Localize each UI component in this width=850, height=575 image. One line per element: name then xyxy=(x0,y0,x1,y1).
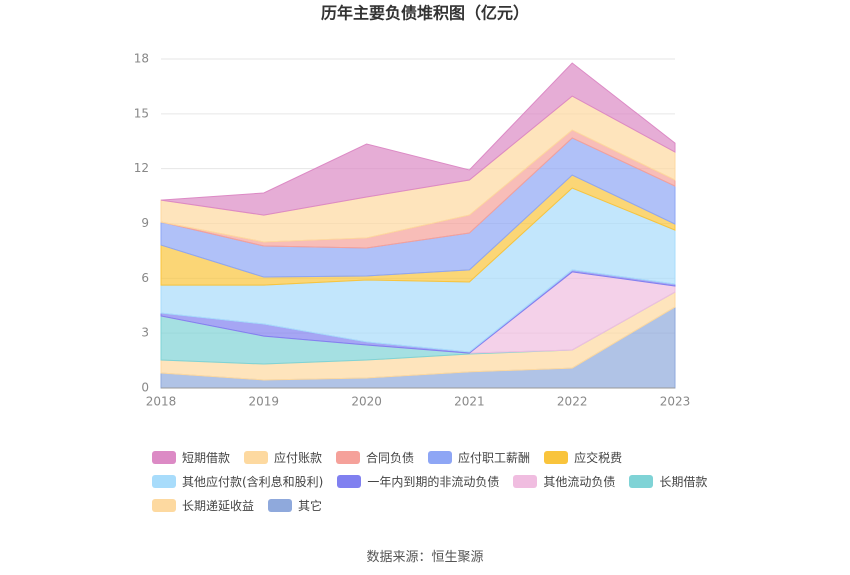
legend-label: 合同负债 xyxy=(366,450,415,465)
legend-label: 其他应付款(含利息和股利) xyxy=(182,474,324,489)
chart-title: 历年主要负债堆积图（亿元） xyxy=(321,4,529,23)
legend-label: 应交税费 xyxy=(574,450,623,465)
legend-label: 其它 xyxy=(298,498,323,513)
legend-swatch xyxy=(337,474,362,488)
y-tick-label: 12 xyxy=(134,161,149,175)
chart: 历年主要负债堆积图（亿元） 0 3 6 9 12 15 18 2018 2019 2020 2021… xyxy=(134,4,691,409)
y-tick-label: 0 xyxy=(141,381,149,395)
y-tick-label: 9 xyxy=(141,216,149,230)
legend-swatch xyxy=(428,450,453,464)
legend-label: 一年内到期的非流动负债 xyxy=(367,474,500,489)
legend-item[interactable]: 其他流动负债 xyxy=(513,472,615,490)
legend-swatch xyxy=(152,498,176,512)
legend-item[interactable]: 一年内到期的非流动负债 xyxy=(337,472,499,490)
x-tick-label: 2023 xyxy=(660,395,691,409)
legend-item[interactable]: 应交税费 xyxy=(544,448,622,466)
legend-label: 其他流动负债 xyxy=(543,474,616,489)
legend-item[interactable]: 长期递延收益 xyxy=(152,496,254,514)
legend-item[interactable]: 其它 xyxy=(268,496,322,514)
legend-swatch xyxy=(152,474,176,488)
legend-item[interactable]: 其他应付款(含利息和股利) xyxy=(152,472,323,490)
legend-swatch xyxy=(336,450,361,464)
y-tick-label: 18 xyxy=(134,52,149,66)
x-tick-label: 2019 xyxy=(249,395,280,409)
y-tick-label: 3 xyxy=(141,326,149,340)
x-tick-label: 2021 xyxy=(454,395,485,409)
legend-swatch xyxy=(244,450,269,464)
legend-item[interactable]: 应付账款 xyxy=(244,448,322,466)
x-tick-label: 2018 xyxy=(146,395,177,409)
x-tick-label: 2022 xyxy=(557,395,588,409)
legend-item[interactable]: 短期借款 xyxy=(152,448,230,466)
source: 数据来源：恒生聚源 xyxy=(366,550,484,565)
legend-swatch xyxy=(513,474,538,488)
legend-item[interactable]: 长期借款 xyxy=(629,472,707,490)
legend: 短期借款 应付账款 合同负债 应付职工薪酬 应交税费其他应付款(含利息和股利) 一年内到期… xyxy=(152,448,722,514)
x-tick-label: 2020 xyxy=(351,395,382,409)
legend-swatch xyxy=(268,498,293,512)
legend-label: 长期递延收益 xyxy=(182,498,255,513)
area xyxy=(160,62,676,216)
legend-swatch xyxy=(629,474,654,488)
legend-label: 应付账款 xyxy=(274,450,323,465)
legend-swatch xyxy=(544,450,569,464)
y-tick-label: 6 xyxy=(141,271,149,285)
legend-item[interactable]: 应付职工薪酬 xyxy=(428,448,530,466)
legend-label: 短期借款 xyxy=(182,450,231,465)
legend-item[interactable]: 合同负债 xyxy=(336,448,414,466)
legend-label: 应付职工薪酬 xyxy=(458,450,531,465)
y-tick-label: 15 xyxy=(134,106,149,120)
legend-label: 长期借款 xyxy=(659,474,708,489)
legend-swatch xyxy=(152,450,176,464)
